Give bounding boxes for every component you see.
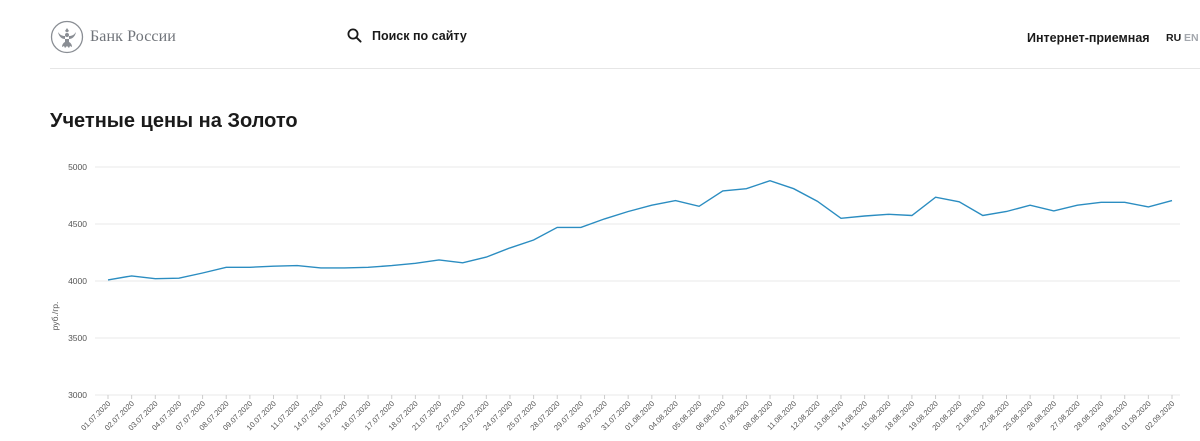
grid-lines (95, 166, 1180, 396)
search-button[interactable]: Поиск по сайту (347, 28, 467, 43)
internet-reception-link[interactable]: Интернет-приемная (1027, 31, 1150, 45)
logo-text: Банк России (90, 28, 176, 45)
eagle-emblem-icon (50, 20, 84, 54)
x-axis-ticks: 01.07.202002.07.202003.07.202004.07.2020… (79, 395, 1176, 432)
y-tick-label: 4500 (68, 219, 87, 229)
y-tick-label: 3500 (68, 333, 87, 343)
y-tick-label: 4000 (68, 276, 87, 286)
search-icon (347, 28, 362, 43)
search-label: Поиск по сайту (372, 28, 467, 43)
site-header: Банк России Поиск по сайту Интернет-прие… (50, 0, 1200, 69)
y-axis-label: руб./гр. (50, 302, 60, 331)
y-tick-label: 3000 (68, 390, 87, 400)
series-line (107, 179, 1173, 281)
page-title: Учетные цены на Золото (50, 110, 298, 132)
y-tick-label: 5000 (68, 162, 87, 172)
y-axis-ticks: 3000 3500 4000 4500 5000 (68, 162, 87, 400)
lang-ru-link[interactable]: RU (1166, 32, 1182, 44)
lang-en-link[interactable]: EN (1184, 32, 1199, 44)
bank-logo[interactable]: Банк России (50, 20, 176, 54)
gold-price-line-chart: 3000 3500 4000 4500 5000 01.07.202002.07.202… (50, 162, 1180, 432)
